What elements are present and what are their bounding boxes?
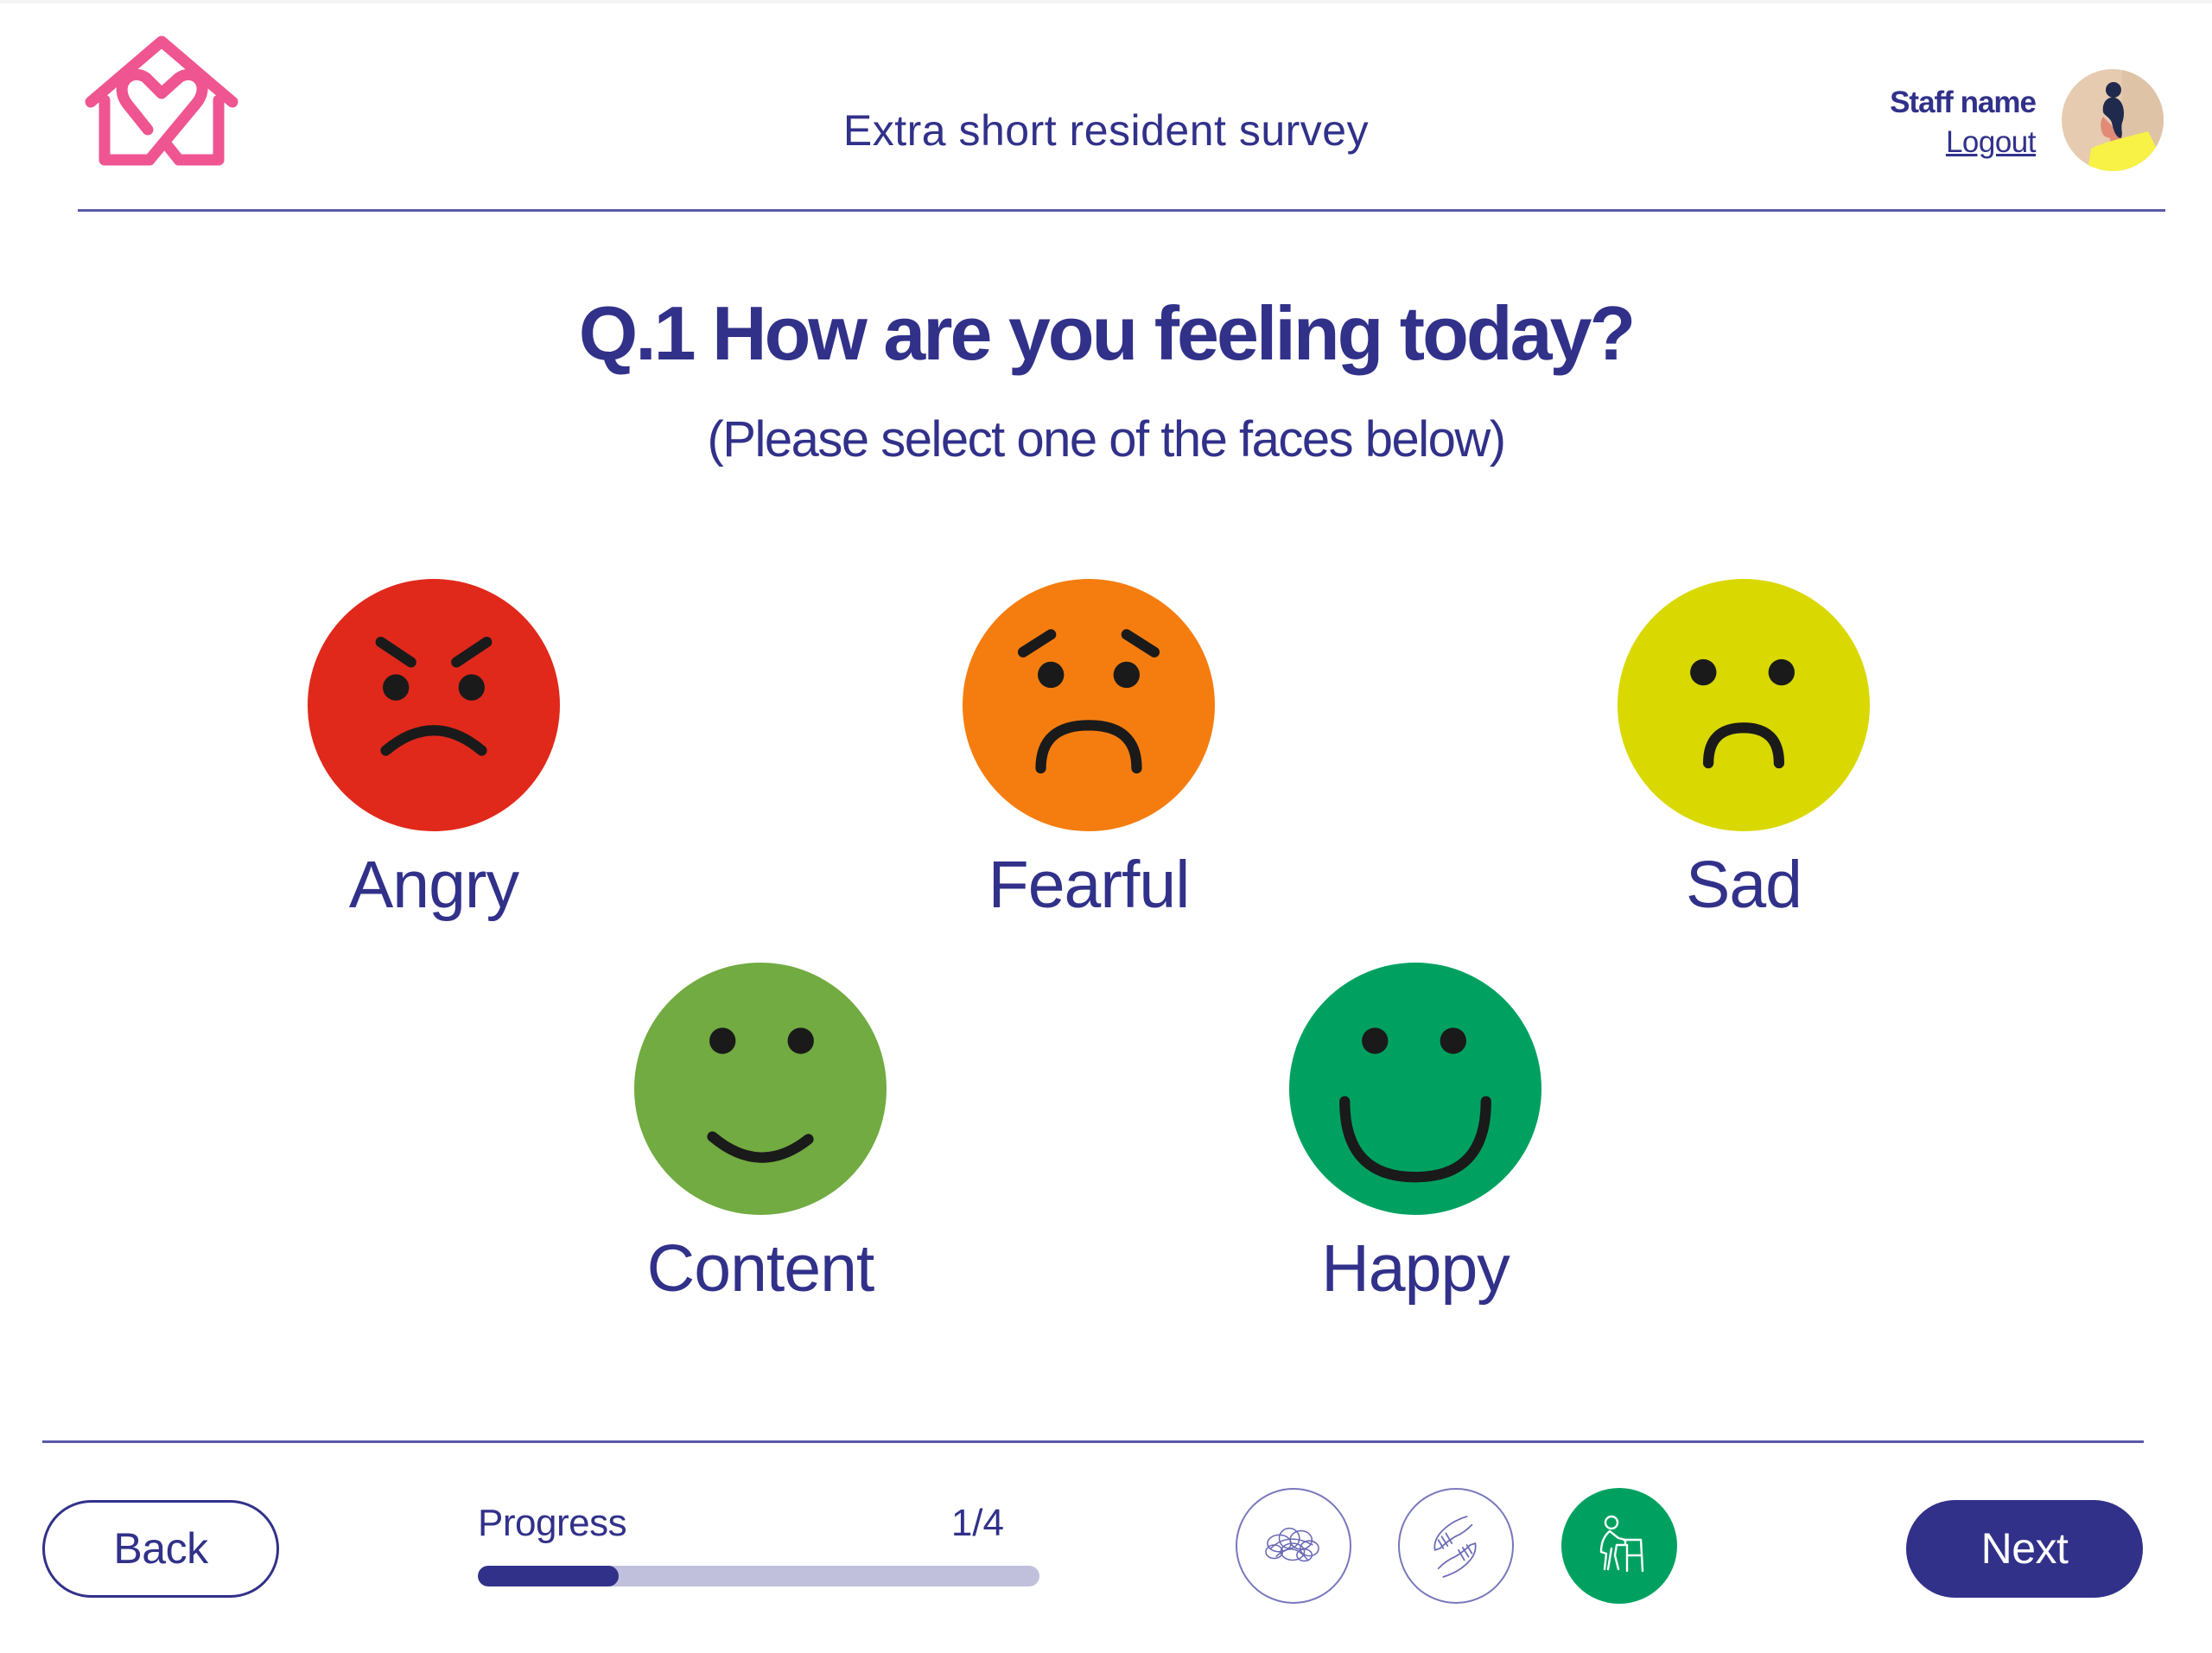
fearful-face-icon[interactable] (963, 579, 1215, 831)
progress-count: 1/4 (950, 1502, 1004, 1544)
question-title: Q.1 How are you feeling today? (578, 290, 1636, 376)
happy-face-icon[interactable] (1289, 963, 1541, 1215)
face-label-content[interactable]: Content (646, 1231, 875, 1306)
logout-link[interactable]: Logout (1945, 125, 2037, 159)
footer-divider (42, 1440, 2144, 1443)
staff-name: Staff name (1890, 86, 2037, 119)
face-label-angry[interactable]: Angry (348, 848, 519, 922)
staff-block: Staff name Logout (1890, 83, 2037, 162)
question-instruction: (Please select one of the faces below) (707, 411, 1506, 467)
person-with-walker-icon[interactable] (1561, 1488, 1677, 1604)
tangled-mind-icon[interactable] (1236, 1488, 1351, 1604)
face-label-fearful[interactable]: Fearful (988, 848, 1191, 922)
progress-fill (478, 1566, 619, 1586)
header-divider (78, 209, 2165, 212)
app-title: Extra short resident survey (842, 106, 1370, 155)
staff-avatar[interactable] (2062, 69, 2164, 171)
back-button[interactable]: Back (42, 1500, 279, 1598)
face-label-sad[interactable]: Sad (1685, 848, 1802, 922)
progress-label: Progress (478, 1502, 627, 1544)
angry-face-icon[interactable] (308, 579, 560, 831)
face-label-happy[interactable]: Happy (1321, 1231, 1510, 1306)
next-button[interactable]: Next (1906, 1500, 2143, 1598)
caring-hands-icon[interactable] (1398, 1488, 1514, 1604)
house-heart-logo-icon[interactable] (82, 35, 242, 168)
content-face-icon[interactable] (634, 963, 887, 1215)
top-strip (0, 0, 2212, 3)
sad-face-icon[interactable] (1618, 579, 1870, 831)
progress-bar (478, 1566, 1039, 1586)
